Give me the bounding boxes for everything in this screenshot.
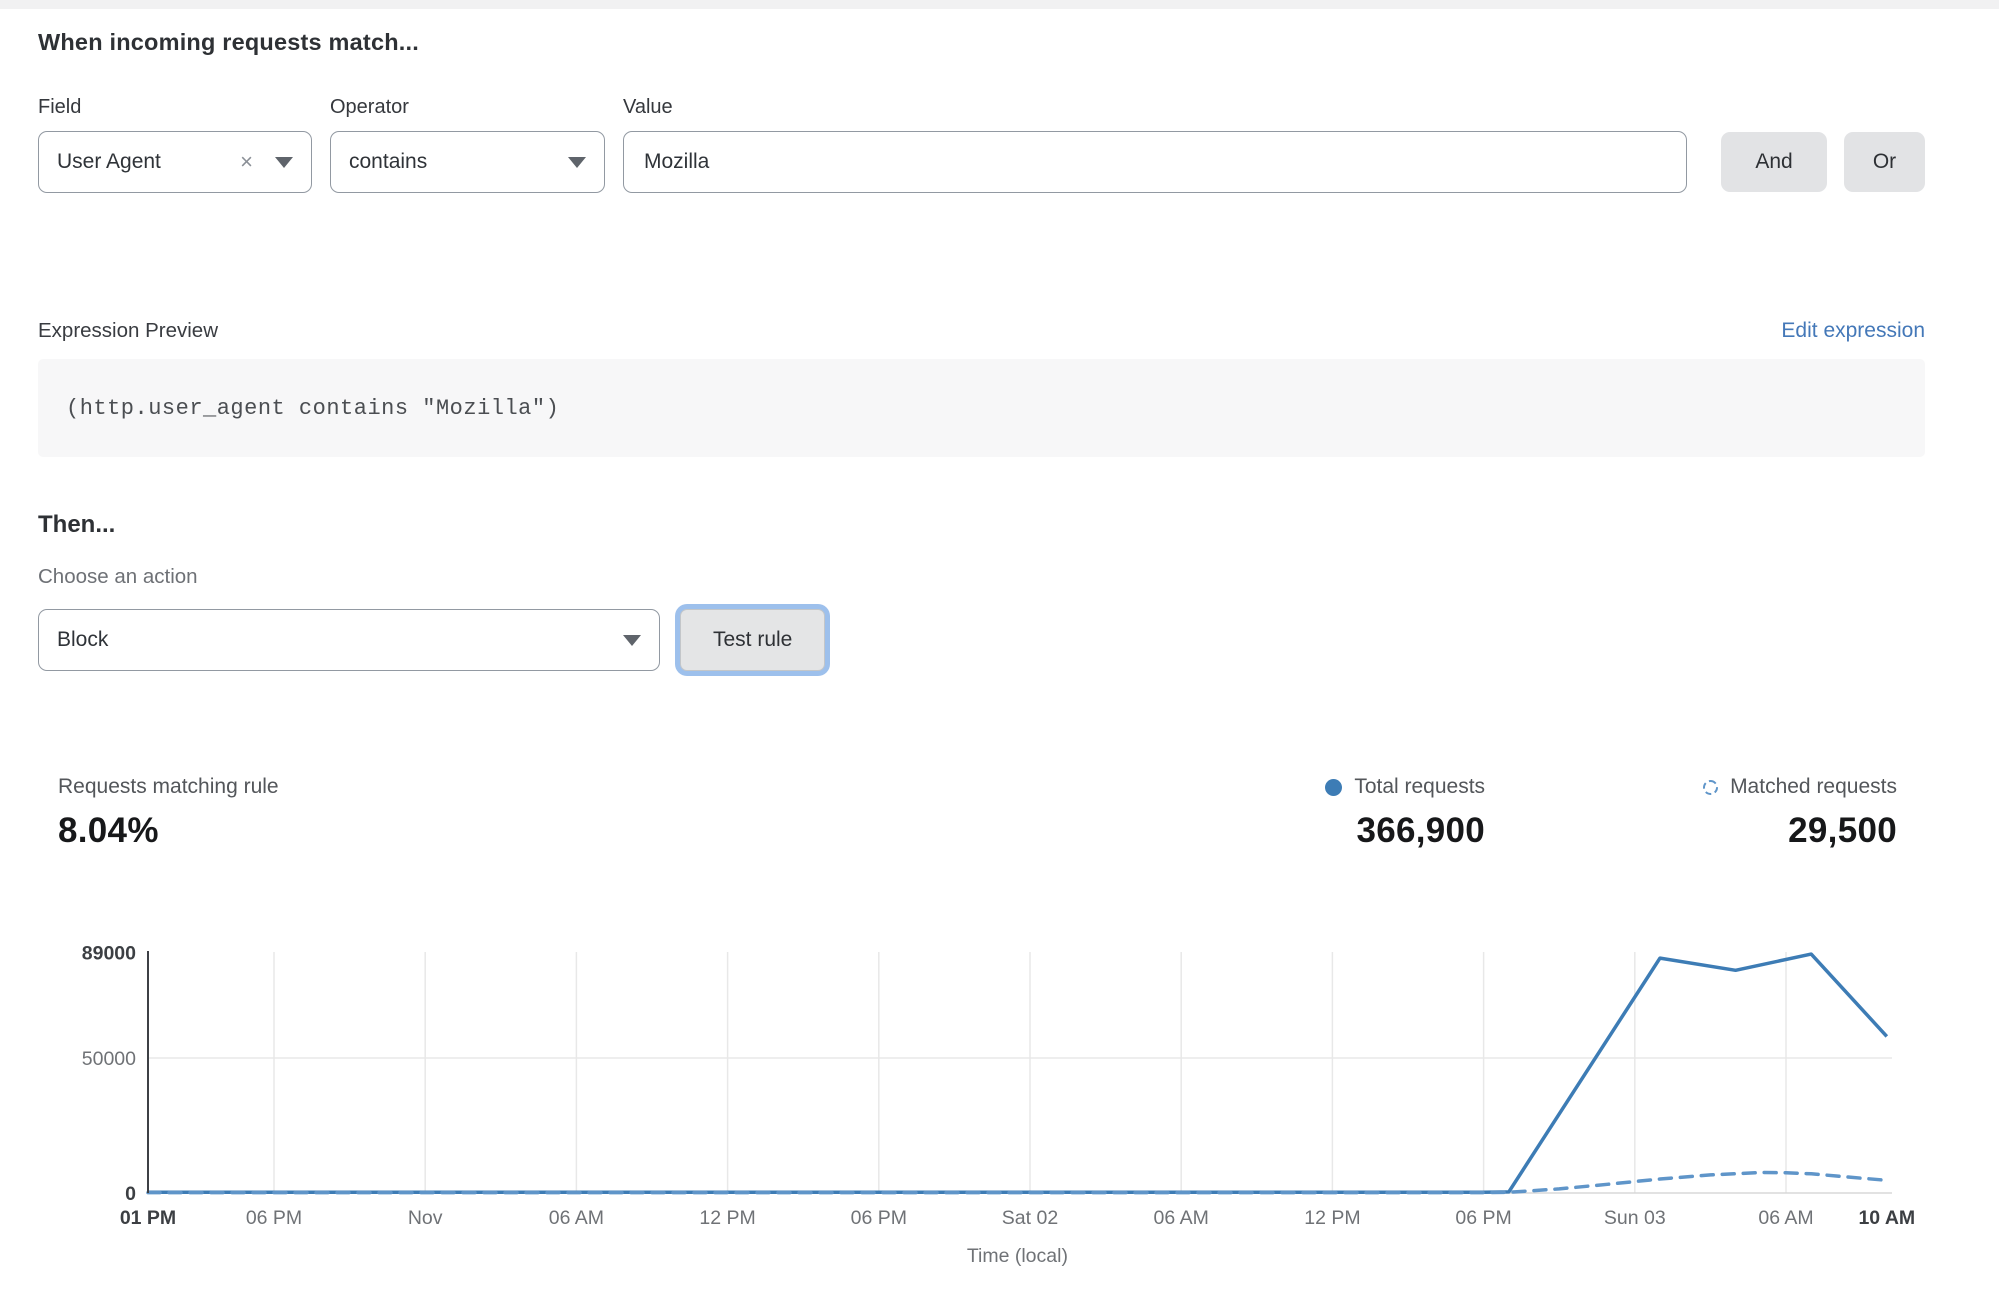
chevron-down-icon bbox=[275, 156, 293, 168]
total-requests-stat: Total requests 366,900 bbox=[1325, 775, 1485, 851]
matching-rate-label: Requests matching rule bbox=[58, 775, 279, 798]
test-rule-button[interactable]: Test rule bbox=[680, 609, 826, 671]
svg-text:06 AM: 06 AM bbox=[549, 1207, 604, 1229]
matched-requests-legend: Matched requests bbox=[1703, 775, 1897, 799]
svg-text:Time (local): Time (local) bbox=[967, 1245, 1068, 1267]
matching-rate-stat: Requests matching rule 8.04% bbox=[58, 775, 279, 851]
rule-condition-row: User Agent × contains And Or bbox=[38, 131, 1925, 193]
or-button[interactable]: Or bbox=[1844, 132, 1925, 192]
action-select[interactable]: Block bbox=[38, 609, 660, 671]
edit-expression-link[interactable]: Edit expression bbox=[1781, 319, 1925, 342]
operator-select[interactable]: contains bbox=[330, 131, 605, 193]
svg-text:Sun 03: Sun 03 bbox=[1604, 1207, 1666, 1229]
svg-text:06 AM: 06 AM bbox=[1154, 1207, 1209, 1229]
svg-text:12 PM: 12 PM bbox=[699, 1207, 755, 1229]
requests-chart-wrap: 0 50000 89000 01 PM 06 PM Nov 06 AM 12 PM 06 PM S… bbox=[60, 937, 1925, 1274]
value-label: Value bbox=[623, 96, 673, 118]
action-row: Block Test rule bbox=[38, 609, 1925, 671]
chevron-down-icon bbox=[568, 156, 586, 168]
expression-preview-label: Expression Preview bbox=[38, 319, 219, 342]
svg-text:Nov: Nov bbox=[408, 1207, 443, 1229]
operator-select-value: contains bbox=[349, 150, 428, 173]
request-counters: Total requests 366,900 Matched requests … bbox=[1325, 775, 1897, 851]
matched-requests-value: 29,500 bbox=[1788, 811, 1897, 850]
total-requests-label: Total requests bbox=[1354, 775, 1486, 798]
action-select-value: Block bbox=[57, 628, 109, 651]
total-requests-legend: Total requests bbox=[1325, 775, 1485, 799]
expression-header: Expression Preview Edit expression bbox=[38, 319, 1925, 343]
svg-text:06 PM: 06 PM bbox=[1455, 1207, 1511, 1229]
rule-field-labels: Field Operator Value bbox=[38, 96, 1925, 119]
requests-time-series-chart: 0 50000 89000 01 PM 06 PM Nov 06 AM 12 PM 06 PM S… bbox=[82, 943, 1915, 1267]
choose-action-label: Choose an action bbox=[38, 565, 198, 588]
then-section-heading: Then... bbox=[38, 511, 116, 538]
page-top-divider bbox=[0, 0, 1999, 9]
matched-requests-label: Matched requests bbox=[1730, 775, 1897, 798]
operator-label: Operator bbox=[330, 96, 409, 118]
value-field-wrap bbox=[623, 131, 1687, 193]
clear-field-icon[interactable]: × bbox=[240, 149, 253, 174]
svg-text:06 PM: 06 PM bbox=[851, 1207, 907, 1229]
svg-text:01 PM: 01 PM bbox=[120, 1207, 176, 1229]
dashed-circle-icon bbox=[1703, 779, 1719, 795]
svg-text:06 PM: 06 PM bbox=[246, 1207, 302, 1229]
field-select-value: User Agent bbox=[57, 150, 161, 173]
matched-requests-stat: Matched requests 29,500 bbox=[1703, 775, 1897, 851]
solid-dot-icon bbox=[1325, 778, 1343, 796]
rule-stats-row: Requests matching rule 8.04% Total reque… bbox=[38, 775, 1897, 851]
svg-text:10 AM: 10 AM bbox=[1858, 1207, 1915, 1229]
and-button[interactable]: And bbox=[1721, 132, 1827, 192]
matching-rate-value: 8.04% bbox=[58, 811, 159, 850]
match-section-heading: When incoming requests match... bbox=[38, 29, 419, 55]
field-label: Field bbox=[38, 96, 82, 118]
svg-text:89000: 89000 bbox=[82, 943, 136, 965]
svg-text:06 AM: 06 AM bbox=[1758, 1207, 1813, 1229]
condition-logic-buttons: And Or bbox=[1721, 132, 1925, 192]
value-input[interactable] bbox=[623, 131, 1687, 193]
svg-text:12 PM: 12 PM bbox=[1304, 1207, 1360, 1229]
expression-code-block: (http.user_agent contains "Mozilla") bbox=[38, 359, 1925, 457]
chevron-down-icon bbox=[623, 634, 641, 646]
svg-text:Sat 02: Sat 02 bbox=[1002, 1207, 1058, 1229]
field-select[interactable]: User Agent × bbox=[38, 131, 312, 193]
firewall-rule-builder: When incoming requests match... Field Op… bbox=[0, 29, 1999, 1274]
total-requests-value: 366,900 bbox=[1356, 811, 1486, 850]
svg-text:50000: 50000 bbox=[82, 1048, 136, 1070]
svg-text:0: 0 bbox=[125, 1183, 136, 1205]
